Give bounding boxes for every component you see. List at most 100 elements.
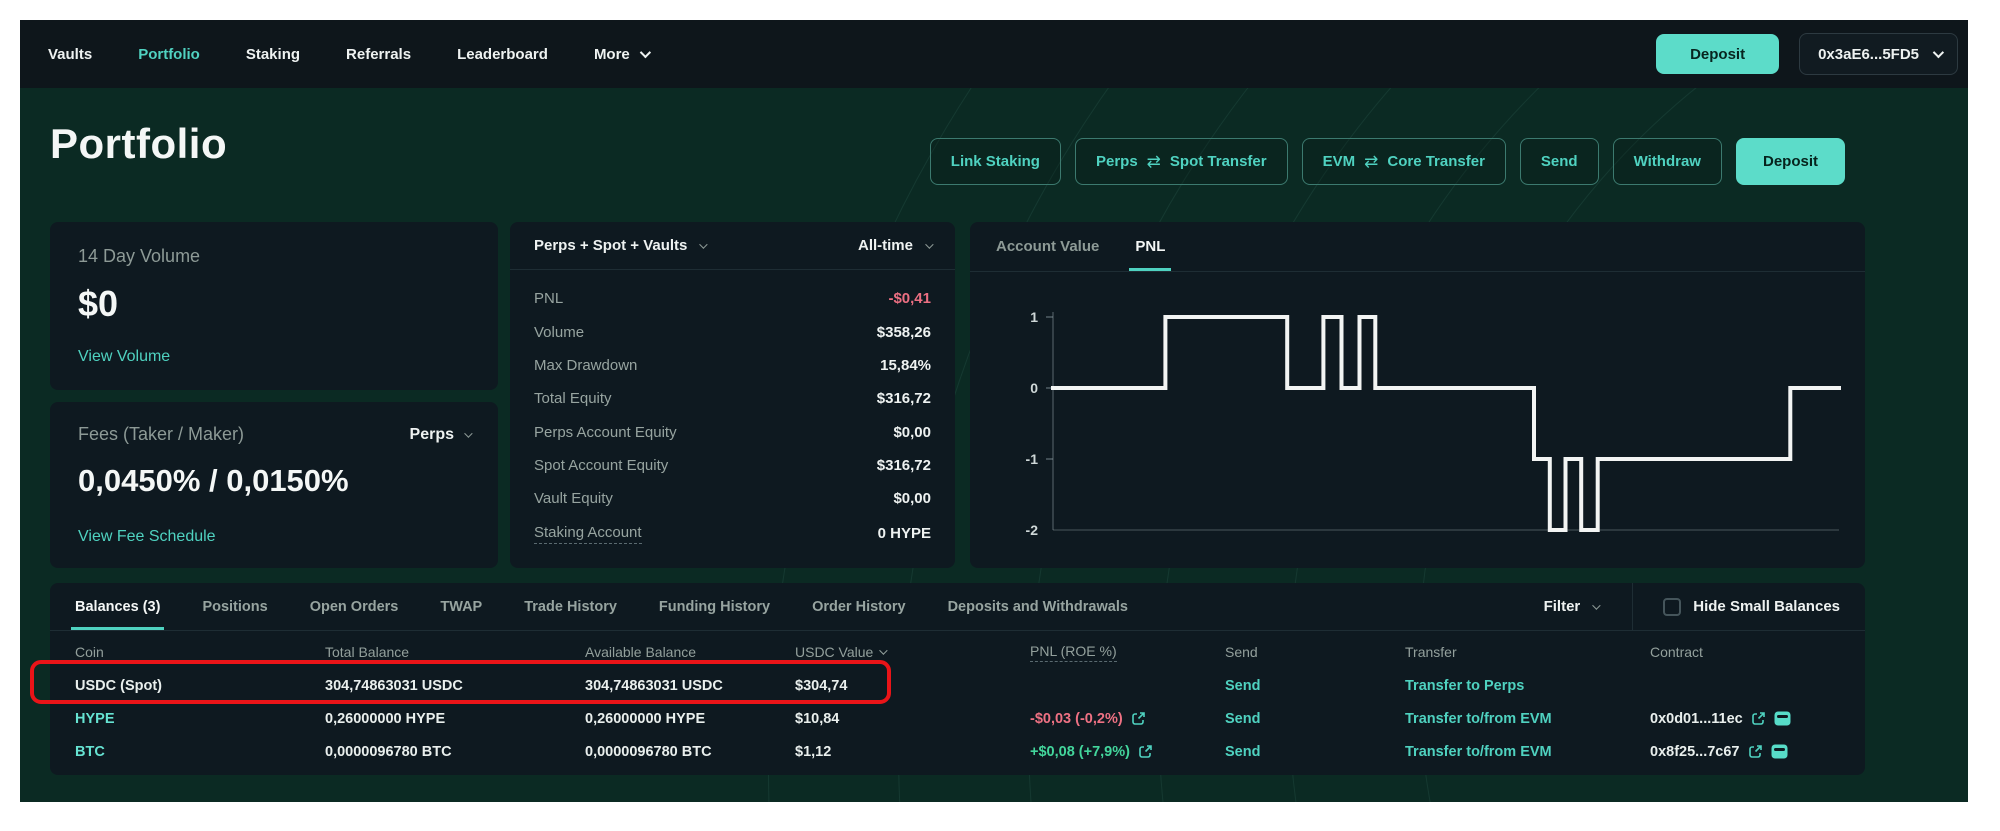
external-link-icon[interactable] [1131,711,1146,726]
withdraw-label: Withdraw [1633,153,1701,170]
nav-item-vaults[interactable]: Vaults [48,45,93,63]
view-volume-link[interactable]: View Volume [78,348,171,365]
tab-account-value[interactable]: Account Value [996,238,1100,255]
hide-small-balances-checkbox[interactable] [1663,597,1682,616]
deposit-button[interactable]: Deposit [1735,138,1845,185]
portfolio-actions-row: Link Staking Perps ⇄ Spot Transfer EVM ⇄… [929,138,1845,185]
nav-item-leaderboard[interactable]: Leaderboard [457,45,548,63]
total-balance-cell: 304,74863031 USDC [325,677,463,694]
stats-scope-value: Perps + Spot + Vaults [534,237,688,254]
fees-card: Fees (Taker / Maker) Perps 0,0450% / 0,0… [50,402,498,568]
transfer-evm-link[interactable]: Transfer to/from EVM [1405,743,1552,760]
balances-tab-bar: Balances (3) Positions Open Orders TWAP … [50,583,1865,631]
table-controls: Filter Hide Small Balances [1544,583,1840,630]
tab-open-orders[interactable]: Open Orders [309,598,399,615]
stat-row-pnl: PNL -$0,41 [534,290,931,307]
send-link[interactable]: Send [1225,710,1261,727]
chevron-down-icon [1932,46,1945,59]
add-to-wallet-icon[interactable] [1771,744,1788,759]
stats-card-header: Perps + Spot + Vaults All-time [510,222,955,270]
nav-item-portfolio[interactable]: Portfolio [138,45,200,63]
perps-spot-transfer-button[interactable]: Perps ⇄ Spot Transfer [1074,138,1288,185]
contract-address: 0x0d01...11ec [1650,710,1743,727]
tab-pnl[interactable]: PNL [1129,222,1172,271]
app-window: Vaults Portfolio Staking Referrals Leade… [20,20,1968,802]
nav-item-referrals[interactable]: Referrals [346,45,412,63]
wallet-address-button[interactable]: 0x3aE6...5FD5 [1799,33,1958,75]
page-title: Portfolio [50,120,228,167]
core-transfer-label: Core Transfer [1387,153,1485,170]
add-to-wallet-icon[interactable] [1774,711,1791,726]
stat-value: 0 HYPE [877,525,931,543]
tab-funding-history[interactable]: Funding History [658,598,771,615]
nav-item-more[interactable]: More [594,46,651,63]
total-balance-cell: 0,26000000 HYPE [325,710,446,727]
external-link-icon[interactable] [1138,744,1153,759]
link-staking-label: Link Staking [950,153,1040,170]
stats-scope-select[interactable]: Perps + Spot + Vaults [534,237,709,254]
chart-card: Account Value PNL 1 0 -1 -2 [970,222,1865,568]
nav-items: Vaults Portfolio Staking Referrals Leade… [48,45,651,63]
vertical-divider [1632,583,1634,630]
external-link-icon[interactable] [1751,711,1766,726]
pnl-step-chart: 1 0 -1 -2 [1026,309,1841,538]
pnl-value: +$0,08 (+7,9%) [1030,743,1130,760]
send-link[interactable]: Send [1225,743,1261,760]
stats-card: Perps + Spot + Vaults All-time PNL -$0,4… [510,222,955,568]
tab-balances[interactable]: Balances (3) [70,583,165,630]
volume-card: 14 Day Volume $0 View Volume [50,222,498,390]
coin-cell: USDC (Spot) [75,677,162,694]
stat-row-spot-equity: Spot Account Equity $316,72 [534,457,931,474]
stat-row-vault-equity: Vault Equity $0,00 [534,490,931,507]
stat-value: $316,72 [876,390,931,408]
fees-scope-select[interactable]: Perps [409,425,473,444]
chart-tabs: Account Value PNL [970,222,1865,272]
stat-row-total-equity: Total Equity $316,72 [534,390,931,407]
stat-label: Vault Equity [534,490,613,508]
nav-deposit-button[interactable]: Deposit [1656,34,1780,74]
fees-card-label: Fees (Taker / Maker) [78,424,245,444]
col-usdc-value-sort[interactable]: USDC Value [795,644,1030,660]
stats-period-select[interactable]: All-time [858,237,934,254]
tab-deposits-withdrawals[interactable]: Deposits and Withdrawals [947,598,1128,615]
hide-small-balances-toggle[interactable]: Hide Small Balances [1633,597,1840,616]
pnl-value: -$0,03 (-0,2%) [1030,710,1123,727]
stat-label: Spot Account Equity [534,456,669,474]
external-link-icon[interactable] [1748,744,1763,759]
stat-label: Volume [534,323,585,341]
stat-row-volume: Volume $358,26 [534,324,931,341]
stat-label: Total Equity [534,390,612,408]
available-balance-cell: 0,0000096780 BTC [585,743,712,760]
send-button[interactable]: Send [1519,138,1599,185]
y-tick-neg1: -1 [1026,451,1039,467]
filter-dropdown[interactable]: Filter [1544,598,1633,615]
stat-label: Perps Account Equity [534,423,677,441]
col-pnl-roe[interactable]: PNL (ROE %) [1030,643,1225,662]
withdraw-button[interactable]: Withdraw [1612,138,1722,185]
stat-label: Max Drawdown [534,356,638,374]
nav-item-staking[interactable]: Staking [245,45,301,63]
link-staking-button[interactable]: Link Staking [929,138,1061,185]
tab-twap[interactable]: TWAP [440,598,483,615]
filter-label: Filter [1543,598,1581,615]
total-balance-cell: 0,0000096780 BTC [325,743,452,760]
stat-row-staking-account: Staking Account 0 HYPE [534,524,931,544]
fees-card-value: 0,0450% / 0,0150% [78,463,349,498]
stat-label[interactable]: Staking Account [534,524,642,544]
view-fee-schedule-link[interactable]: View Fee Schedule [78,528,216,545]
usdc-value-cell: $10,84 [795,710,840,727]
evm-core-transfer-button[interactable]: EVM ⇄ Core Transfer [1301,138,1506,185]
fees-scope-value: Perps [409,425,454,443]
tab-order-history[interactable]: Order History [812,598,906,615]
chevron-down-icon [699,239,709,249]
tab-trade-history[interactable]: Trade History [524,598,617,615]
stat-row-max-drawdown: Max Drawdown 15,84% [534,357,931,374]
transfer-to-perps-link[interactable]: Transfer to Perps [1405,677,1525,694]
tab-positions[interactable]: Positions [202,598,268,615]
send-link[interactable]: Send [1225,677,1261,694]
usdc-value-cell: $304,74 [795,677,848,694]
contract-address: 0x8f25...7c67 [1650,743,1740,760]
transfer-evm-link[interactable]: Transfer to/from EVM [1405,710,1552,727]
col-total-balance: Total Balance [325,644,410,660]
volume-card-label: 14 Day Volume [78,246,201,266]
